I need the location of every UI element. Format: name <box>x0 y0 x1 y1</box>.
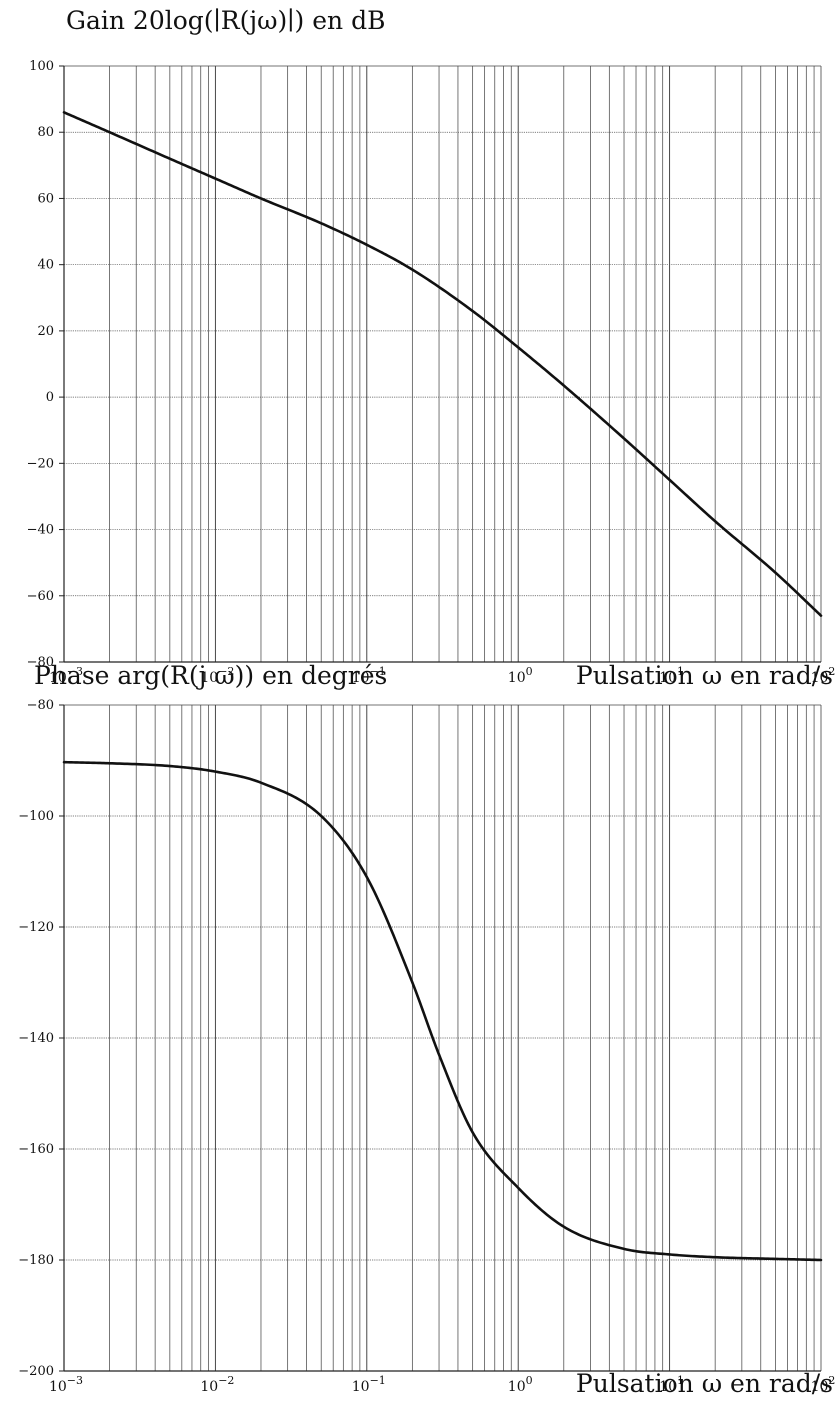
phase-y-tick-label: −120 <box>18 920 54 935</box>
gain-y-tick-label: −20 <box>27 456 54 471</box>
gain-y-tick-label: 80 <box>37 125 54 140</box>
phase-x-tick-label: 10−3 <box>49 1374 83 1395</box>
gain-y-tick-label: 40 <box>37 258 54 273</box>
phase-x-tick-label: 102 <box>811 1374 836 1395</box>
phase-plot-title: Phase arg(R(j ω)) en degrés <box>34 661 387 690</box>
phase-y-tick-label: −180 <box>18 1253 54 1268</box>
phase-x-tick-label: 101 <box>659 1374 684 1395</box>
gain-y-tick-label: 60 <box>37 191 54 206</box>
gain-x-tick-label: 101 <box>659 665 684 686</box>
phase-y-tick-label: −160 <box>18 1142 54 1157</box>
phase-y-tick-label: −140 <box>18 1031 54 1046</box>
gain-plot-title: Gain 20log(∣R(jω)∣) en dB <box>66 6 385 35</box>
gain-y-tick-label: 0 <box>46 390 54 405</box>
gain-response-curve <box>62 111 823 617</box>
phase-y-tick-label: −100 <box>18 809 54 824</box>
gain-y-tick-label: −40 <box>27 523 54 538</box>
gain-y-tick-label: −60 <box>27 589 54 604</box>
phase-plot-x-axis-label: Pulsation ω en rad/s <box>576 1369 833 1398</box>
phase-x-tick-label: 10−1 <box>352 1374 386 1395</box>
gain-y-tick-label: 20 <box>37 324 54 339</box>
gain-x-tick-label: 10−2 <box>200 665 234 686</box>
gain-y-tick-label: 100 <box>29 59 54 74</box>
gain-x-tick-label: 100 <box>508 665 533 686</box>
gain-x-tick-label: 10−3 <box>49 665 83 686</box>
gain-y-tick-label: −80 <box>27 655 54 670</box>
phase-y-tick-label: −80 <box>27 698 54 713</box>
phase-x-tick-label: 100 <box>508 1374 533 1395</box>
gain-plot-x-axis-label: Pulsation ω en rad/s <box>576 661 833 690</box>
phase-x-tick-label: 10−2 <box>200 1374 234 1395</box>
phase-response-curve <box>62 760 823 1262</box>
gain-x-tick-label: 102 <box>811 665 836 686</box>
phase-y-tick-label: −200 <box>18 1364 54 1379</box>
gain-x-tick-label: 10−1 <box>352 665 386 686</box>
